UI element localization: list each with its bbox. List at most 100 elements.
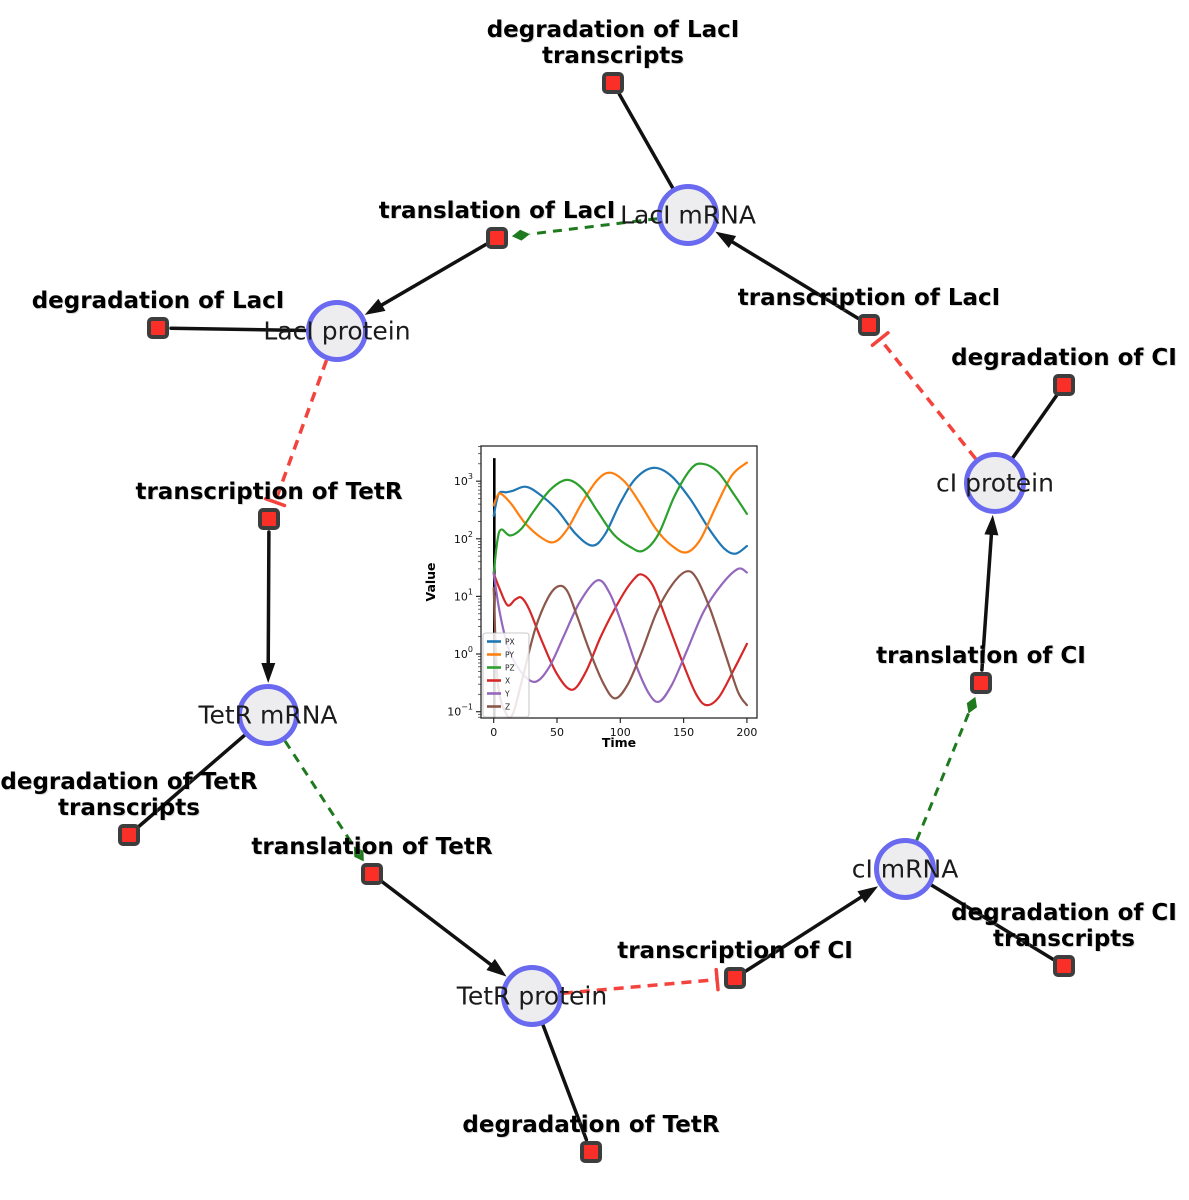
edge-lacI_protein-deg_lacI <box>169 326 308 333</box>
reaction-label-line: transcription of TetR <box>135 479 403 505</box>
reaction-label-line: degradation of TetR <box>462 1112 720 1138</box>
species-node-tetR_mRNA[interactable] <box>237 684 299 746</box>
reaction-node-tl_lacI[interactable] <box>486 227 508 249</box>
species-node-tetR_protein[interactable] <box>501 965 563 1027</box>
reaction-label-line: translation of TetR <box>251 834 493 860</box>
y-tick-label: 103 <box>454 472 473 488</box>
series-line-PX <box>492 466 748 555</box>
species-node-cI_mRNA[interactable] <box>874 838 936 900</box>
reaction-label-deg_tetR_tx: degradation of TetR transcripts <box>0 769 257 821</box>
edge-lacI_protein-tx_tetR-tbar-icon <box>263 496 287 508</box>
edge-cI_mRNA-tl_cI <box>915 712 970 841</box>
edge-tl_lacI-lacI_protein-arrowhead-icon <box>364 298 386 315</box>
edge-cI_protein-deg_cI <box>1011 393 1059 460</box>
x-tick-label: 0 <box>490 726 497 739</box>
reaction-label-tx_lacI: transcription of LacI <box>738 285 1001 311</box>
reaction-label-deg_tetR: degradation of TetR <box>462 1112 719 1138</box>
edge-cI_mRNA-tl_cI-diamond-arrow-icon <box>966 696 977 714</box>
edge-tx_tetR-tetR_mRNA <box>266 530 271 671</box>
reaction-label-deg_lacI: degradation of LacI <box>32 288 285 314</box>
species-label-lacI_mRNA: LacI mRNA <box>620 200 756 230</box>
reaction-label-line: transcripts <box>993 926 1135 952</box>
legend-entry-label: Y <box>504 689 510 698</box>
reaction-label-tx_cI: transcription of CI <box>617 938 853 964</box>
edge-tl_tetR-tetR_protein-arrowhead-icon <box>486 958 507 977</box>
reaction-label-line: degradation of CI <box>951 900 1177 926</box>
edge-lacI_mRNA-tl_lacI-diamond-arrow-icon <box>511 229 530 241</box>
axes-frame <box>480 445 758 719</box>
reaction-label-tx_tetR: transcription of TetR <box>135 479 402 505</box>
reaction-label-line: degradation of LacI <box>31 288 285 314</box>
reaction-label-line: degradation of TetR <box>0 769 258 795</box>
series-line-X <box>492 572 748 707</box>
edge-tl_cI-cI_protein-arrowhead-icon <box>984 514 999 536</box>
edge-cI_protein-tx_lacI-tbar-icon <box>870 331 890 348</box>
reaction-node-tx_cI[interactable] <box>724 967 746 989</box>
edge-tl_cI-cI_protein <box>980 527 994 672</box>
legend-entry-label: X <box>505 676 510 685</box>
y-axis-label: Value <box>424 562 438 601</box>
y-tick-label: 100 <box>454 645 473 661</box>
edge-cI_protein-tx_lacI <box>878 338 978 460</box>
reaction-label-line: degradation of LacI <box>486 17 740 43</box>
edge-tx_cI-cI_mRNA-arrowhead-icon <box>857 886 879 903</box>
species-node-lacI_mRNA[interactable] <box>657 184 719 246</box>
x-tick-label: 150 <box>673 726 694 739</box>
edge-tetR_mRNA-tl_tetR-diamond-arrow-icon <box>353 846 364 862</box>
reaction-node-deg_cI_tx[interactable] <box>1053 955 1075 977</box>
edge-tetR_mRNA-deg_tetR_tx <box>137 733 247 829</box>
species-label-cI_protein: cI protein <box>936 468 1054 498</box>
reaction-label-line: translation of CI <box>876 643 1086 669</box>
reaction-node-deg_tetR_tx[interactable] <box>118 824 140 846</box>
reaction-label-line: transcription of CI <box>617 938 853 964</box>
legend-entry-label: PZ <box>505 663 515 672</box>
edge-tx_lacI-lacI_mRNA-arrowhead-icon <box>715 231 737 248</box>
reaction-label-tl_lacI: translation of LacI <box>379 198 616 224</box>
legend-entry-label: PY <box>505 650 514 659</box>
species-label-tetR_mRNA: TetR mRNA <box>198 700 338 730</box>
y-tick-label: 102 <box>454 530 473 546</box>
reaction-node-tl_tetR[interactable] <box>361 863 383 885</box>
x-axis-label: Time <box>602 735 636 750</box>
y-tick-label: 101 <box>454 587 473 603</box>
reaction-label-line: transcription of LacI <box>737 285 1001 311</box>
series-line-PY <box>492 461 748 554</box>
reaction-label-line: translation of LacI <box>378 198 616 224</box>
edge-cI_mRNA-deg_cI_tx <box>929 883 1055 961</box>
x-tick-label: 50 <box>550 726 564 739</box>
legend-entry-label: PX <box>505 637 515 646</box>
reaction-label-tl_tetR: translation of TetR <box>251 834 492 860</box>
reaction-node-tl_cI[interactable] <box>970 672 992 694</box>
edge-lacI_mRNA-tl_lacI <box>529 217 658 236</box>
species-label-tetR_protein: TetR protein <box>456 981 608 1011</box>
series-line-PZ <box>492 462 748 575</box>
edge-tx_tetR-tetR_mRNA-arrowhead-icon <box>261 663 276 683</box>
edge-tx_lacI-lacI_mRNA <box>725 237 860 320</box>
species-label-lacI_protein: LacI protein <box>263 316 411 346</box>
y-tick-label: 10−1 <box>447 703 473 719</box>
reaction-node-deg_lacI[interactable] <box>147 317 169 339</box>
reaction-node-tx_tetR[interactable] <box>258 508 280 530</box>
reaction-label-line: transcripts <box>58 795 200 821</box>
reaction-label-tl_cI: translation of CI <box>876 643 1086 669</box>
species-node-lacI_protein[interactable] <box>306 300 368 362</box>
edge-lacI_mRNA-deg_lacI_tx <box>617 92 675 190</box>
species-label-cI_mRNA: cI mRNA <box>851 854 959 884</box>
reaction-node-tx_lacI[interactable] <box>858 314 880 336</box>
reaction-node-deg_lacI_tx[interactable] <box>602 72 624 94</box>
reaction-label-deg_lacI_tx: degradation of LacI transcripts <box>487 17 740 69</box>
chart-legend: PX PY PZ XYZ <box>482 632 530 718</box>
species-node-cI_protein[interactable] <box>964 452 1026 514</box>
x-tick-label: 200 <box>736 726 757 739</box>
edge-tetR_protein-tx_cI <box>562 977 718 996</box>
reaction-node-deg_tetR[interactable] <box>580 1141 602 1163</box>
edge-lacI_protein-tx_tetR <box>273 359 329 503</box>
edge-tetR_protein-deg_tetR <box>541 1023 589 1142</box>
edge-tl_lacI-lacI_protein <box>375 242 488 310</box>
reaction-label-line: degradation of CI <box>951 345 1177 371</box>
reaction-node-deg_cI[interactable] <box>1053 374 1075 396</box>
